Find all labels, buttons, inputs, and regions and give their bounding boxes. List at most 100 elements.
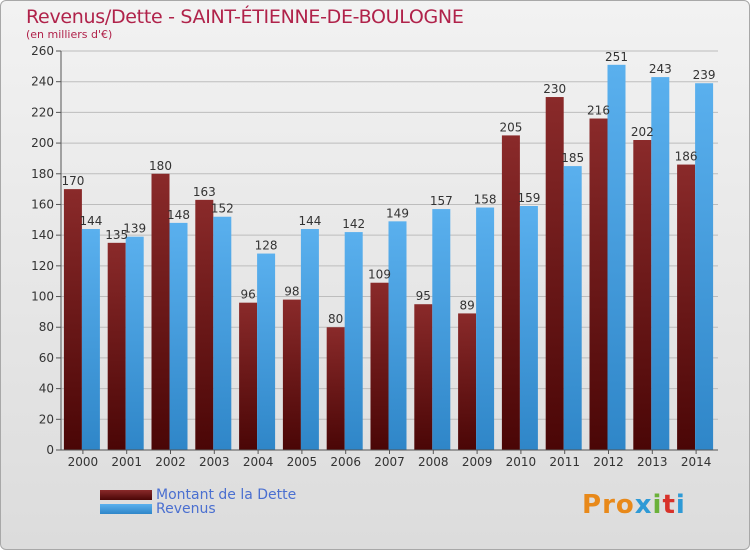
bar-debt bbox=[545, 97, 564, 451]
data-label-debt: 98 bbox=[284, 285, 299, 299]
proxiti-logo: Proxiti bbox=[582, 490, 686, 520]
bar-revenus bbox=[519, 205, 538, 450]
x-tick-label: 2007 bbox=[374, 455, 405, 469]
bar-revenus bbox=[257, 253, 276, 450]
y-tick-label: 160 bbox=[31, 197, 54, 211]
legend-item-revenus: Revenus bbox=[100, 501, 216, 517]
data-label-revenus: 144 bbox=[298, 214, 321, 228]
x-tick-label: 2014 bbox=[681, 455, 712, 469]
bar-debt bbox=[151, 173, 170, 450]
data-label-debt: 202 bbox=[631, 125, 654, 139]
bar-revenus bbox=[432, 209, 451, 450]
bar-revenus bbox=[695, 83, 714, 450]
x-tick-label: 2006 bbox=[330, 455, 361, 469]
bar-debt bbox=[239, 302, 258, 450]
chart-subtitle: (en milliers d'€) bbox=[26, 28, 113, 41]
y-tick-label: 240 bbox=[31, 75, 54, 89]
data-label-debt: 109 bbox=[368, 268, 391, 282]
bar-debt bbox=[195, 199, 214, 450]
bar-debt bbox=[282, 299, 301, 450]
legend-label-debt: Montant de la Dette bbox=[156, 487, 297, 503]
bar-revenus bbox=[81, 229, 100, 450]
x-tick-label: 2010 bbox=[506, 455, 537, 469]
legend-swatch-revenus bbox=[100, 504, 152, 514]
data-label-revenus: 142 bbox=[342, 217, 365, 231]
bar-debt bbox=[326, 327, 345, 450]
bar-revenus bbox=[607, 64, 626, 451]
bar-debt bbox=[107, 242, 126, 450]
bar-debt bbox=[458, 313, 477, 450]
legend-label-revenus: Revenus bbox=[156, 501, 216, 517]
x-tick-label: 2008 bbox=[418, 455, 449, 469]
x-tick-label: 2000 bbox=[68, 455, 99, 469]
chart-title: Revenus/Dette - SAINT-ÉTIENNE-DE-BOULOGN… bbox=[26, 6, 464, 28]
data-label-revenus: 159 bbox=[517, 191, 540, 205]
bar-debt bbox=[677, 164, 696, 451]
logo-letter: r bbox=[602, 490, 616, 520]
bar-debt bbox=[589, 118, 608, 451]
data-label-revenus: 149 bbox=[386, 206, 409, 220]
x-tick-label: 2009 bbox=[462, 455, 493, 469]
bar-revenus bbox=[125, 236, 144, 450]
x-tick-label: 2001 bbox=[111, 455, 142, 469]
legend-swatch-debt bbox=[100, 490, 152, 500]
data-label-debt: 89 bbox=[459, 298, 474, 312]
logo-letter: o bbox=[615, 490, 635, 520]
bar-revenus bbox=[169, 222, 188, 450]
legend-item-debt: Montant de la Dette bbox=[100, 487, 297, 503]
y-tick-label: 220 bbox=[31, 105, 54, 119]
data-label-debt: 230 bbox=[543, 82, 566, 96]
data-label-revenus: 148 bbox=[167, 208, 190, 222]
logo-letter: i bbox=[652, 490, 663, 520]
data-label-revenus: 152 bbox=[211, 202, 234, 216]
y-tick-label: 60 bbox=[39, 351, 54, 365]
x-tick-label: 2004 bbox=[243, 455, 274, 469]
y-tick-label: 180 bbox=[31, 167, 54, 181]
logo-letter: t bbox=[662, 490, 676, 520]
data-label-debt: 205 bbox=[499, 120, 522, 134]
y-tick-label: 120 bbox=[31, 259, 54, 273]
data-label-debt: 180 bbox=[149, 159, 172, 173]
data-label-revenus: 158 bbox=[474, 193, 497, 207]
data-label-revenus: 251 bbox=[605, 50, 628, 64]
bar-revenus bbox=[651, 77, 670, 450]
bar-revenus bbox=[563, 166, 582, 450]
bar-debt bbox=[370, 282, 389, 450]
y-tick-label: 100 bbox=[31, 290, 54, 304]
x-tick-label: 2013 bbox=[637, 455, 668, 469]
bar-revenus bbox=[344, 232, 363, 450]
data-label-revenus: 128 bbox=[255, 239, 278, 253]
y-tick-label: 0 bbox=[46, 443, 54, 457]
y-tick-label: 40 bbox=[39, 382, 54, 396]
x-tick-label: 2012 bbox=[593, 455, 624, 469]
x-tick-label: 2002 bbox=[155, 455, 186, 469]
data-label-debt: 163 bbox=[193, 185, 216, 199]
y-tick-label: 260 bbox=[31, 44, 54, 58]
data-label-revenus: 185 bbox=[561, 151, 584, 165]
data-label-revenus: 243 bbox=[649, 62, 672, 76]
bar-debt bbox=[633, 140, 652, 450]
data-label-debt: 96 bbox=[240, 288, 255, 302]
data-label-revenus: 144 bbox=[79, 214, 102, 228]
y-tick-label: 20 bbox=[39, 412, 54, 426]
bar-revenus bbox=[388, 221, 407, 450]
bar-revenus bbox=[300, 229, 319, 450]
bar-debt bbox=[414, 304, 433, 450]
data-label-debt: 80 bbox=[328, 312, 343, 326]
bar-debt bbox=[501, 135, 520, 450]
x-tick-label: 2011 bbox=[549, 455, 580, 469]
x-tick-label: 2005 bbox=[287, 455, 318, 469]
data-label-debt: 135 bbox=[105, 228, 128, 242]
y-tick-label: 140 bbox=[31, 228, 54, 242]
data-label-revenus: 139 bbox=[123, 222, 146, 236]
data-label-revenus: 239 bbox=[693, 68, 716, 82]
data-label-revenus: 157 bbox=[430, 194, 453, 208]
bar-revenus bbox=[213, 216, 232, 450]
bar-debt bbox=[63, 189, 82, 450]
logo-letter: x bbox=[634, 490, 653, 520]
bar-revenus bbox=[476, 207, 495, 450]
data-label-debt: 95 bbox=[416, 289, 431, 303]
data-label-debt: 216 bbox=[587, 104, 610, 118]
data-label-debt: 186 bbox=[675, 150, 698, 164]
